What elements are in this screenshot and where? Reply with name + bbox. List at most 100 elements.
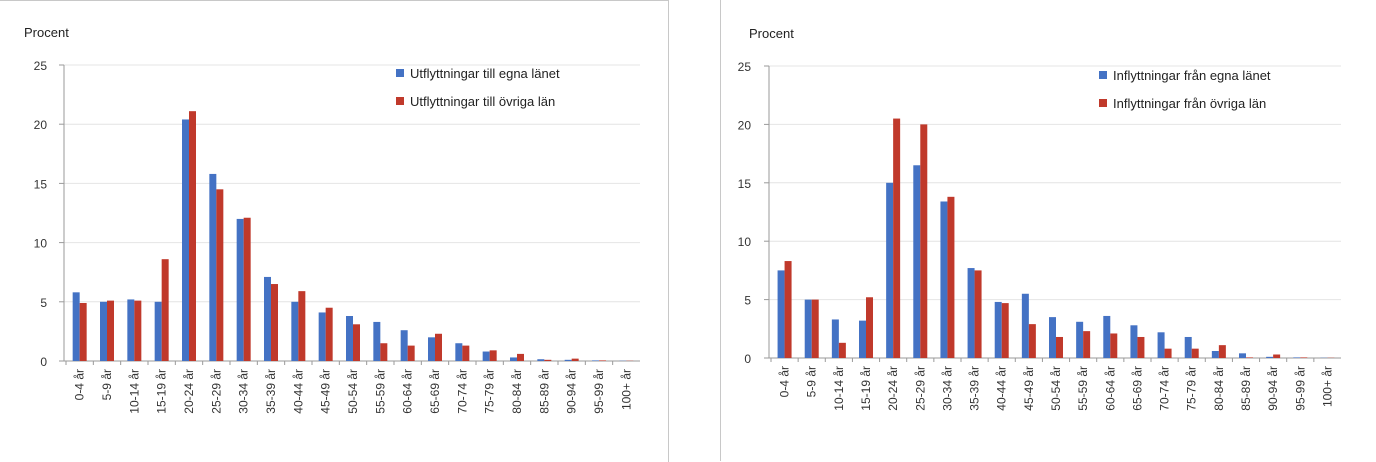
bar-blue xyxy=(913,165,920,358)
x-tick-label: 100+ år xyxy=(619,369,633,410)
y-axis-title: Procent xyxy=(24,25,69,40)
x-tick-label: 30-34 år xyxy=(237,369,251,414)
bar-red xyxy=(490,350,497,361)
bar-red xyxy=(462,346,469,361)
bar-red xyxy=(271,284,278,361)
x-tick-label: 5-9 år xyxy=(805,366,819,397)
bar-blue xyxy=(182,119,189,361)
bar-red xyxy=(517,354,524,361)
bar-red xyxy=(380,343,387,361)
bar-red xyxy=(1137,337,1144,358)
bar-red xyxy=(298,291,305,361)
bar-blue xyxy=(1212,351,1219,358)
bar-blue xyxy=(940,201,947,358)
bar-blue xyxy=(1049,317,1056,358)
x-tick-label: 35-39 år xyxy=(968,366,982,411)
y-tick-label: 5 xyxy=(744,294,751,308)
bar-blue xyxy=(209,174,216,361)
x-tick-label: 90-94 år xyxy=(1266,366,1280,411)
x-tick-label: 80-84 år xyxy=(1212,366,1226,411)
bar-blue xyxy=(100,302,107,361)
bar-red xyxy=(408,346,415,361)
bar-red xyxy=(1192,349,1199,358)
bar-red xyxy=(162,259,169,361)
bar-red xyxy=(975,270,982,358)
x-tick-label: 10-14 år xyxy=(832,366,846,411)
bar-red xyxy=(1002,303,1009,358)
x-tick-label: 50-54 år xyxy=(1049,366,1063,411)
x-tick-label: 65-69 år xyxy=(428,369,442,414)
x-tick-label: 85-89 år xyxy=(537,369,551,414)
bar-blue xyxy=(291,302,298,361)
y-tick-label: 5 xyxy=(40,296,47,310)
bar-red xyxy=(947,197,954,358)
bar-red xyxy=(1083,331,1090,358)
bar-blue xyxy=(832,319,839,358)
bar-red xyxy=(839,343,846,358)
bar-red xyxy=(1219,345,1226,358)
bar-red xyxy=(812,300,819,358)
bar-blue xyxy=(237,219,244,361)
x-tick-label: 50-54 år xyxy=(346,369,360,414)
y-tick-label: 20 xyxy=(738,118,752,132)
bar-blue xyxy=(483,352,490,361)
bar-red xyxy=(216,189,223,361)
bar-red xyxy=(1029,324,1036,358)
y-tick-label: 10 xyxy=(34,237,48,251)
y-tick-label: 15 xyxy=(738,177,752,191)
bar-blue xyxy=(1158,332,1165,358)
bar-red xyxy=(572,359,579,361)
x-tick-label: 90-94 år xyxy=(565,369,579,414)
legend-swatch xyxy=(396,69,404,77)
x-tick-label: 35-39 år xyxy=(264,369,278,414)
bar-red xyxy=(893,119,900,358)
bar-blue xyxy=(1266,357,1273,358)
legend-swatch xyxy=(1099,71,1107,79)
bar-blue xyxy=(859,321,866,358)
x-tick-label: 45-49 år xyxy=(319,369,333,414)
y-tick-label: 25 xyxy=(738,60,752,74)
x-tick-label: 100+ år xyxy=(1320,366,1334,407)
x-tick-label: 60-64 år xyxy=(401,369,415,414)
bar-red xyxy=(189,111,196,361)
bar-blue xyxy=(1103,316,1110,358)
bar-blue xyxy=(155,302,162,361)
bar-red xyxy=(1110,333,1117,358)
bar-red xyxy=(866,297,873,358)
bar-red xyxy=(134,301,141,361)
legend-label: Utflyttningar till egna länet xyxy=(410,66,560,81)
bar-red xyxy=(244,218,251,361)
bar-blue xyxy=(401,330,408,361)
bar-blue xyxy=(537,359,544,361)
x-tick-label: 0-4 år xyxy=(73,369,87,400)
x-tick-label: 70-74 år xyxy=(1158,366,1172,411)
x-tick-label: 30-34 år xyxy=(940,366,954,411)
bar-blue xyxy=(264,277,271,361)
bar-blue xyxy=(1076,322,1083,358)
x-tick-label: 40-44 år xyxy=(291,369,305,414)
x-tick-label: 25-29 år xyxy=(209,369,223,414)
bar-blue xyxy=(346,316,353,361)
bar-red xyxy=(80,303,87,361)
bar-red xyxy=(353,324,360,361)
bar-blue xyxy=(1293,357,1300,358)
y-tick-label: 0 xyxy=(40,355,47,369)
x-tick-label: 80-84 år xyxy=(510,369,524,414)
bar-red xyxy=(544,360,551,361)
bar-blue xyxy=(968,268,975,358)
bar-blue xyxy=(510,357,517,361)
legend-label: Inflyttningar från övriga län xyxy=(1113,96,1266,111)
bar-red xyxy=(326,308,333,361)
x-tick-label: 25-29 år xyxy=(913,366,927,411)
bar-blue xyxy=(886,183,893,358)
x-tick-label: 55-59 år xyxy=(1076,366,1090,411)
bar-blue xyxy=(805,300,812,358)
x-tick-label: 75-79 år xyxy=(1185,366,1199,411)
bar-red xyxy=(1056,337,1063,358)
y-tick-label: 0 xyxy=(744,352,751,366)
x-tick-label: 15-19 år xyxy=(859,366,873,411)
x-tick-label: 20-24 år xyxy=(182,369,196,414)
